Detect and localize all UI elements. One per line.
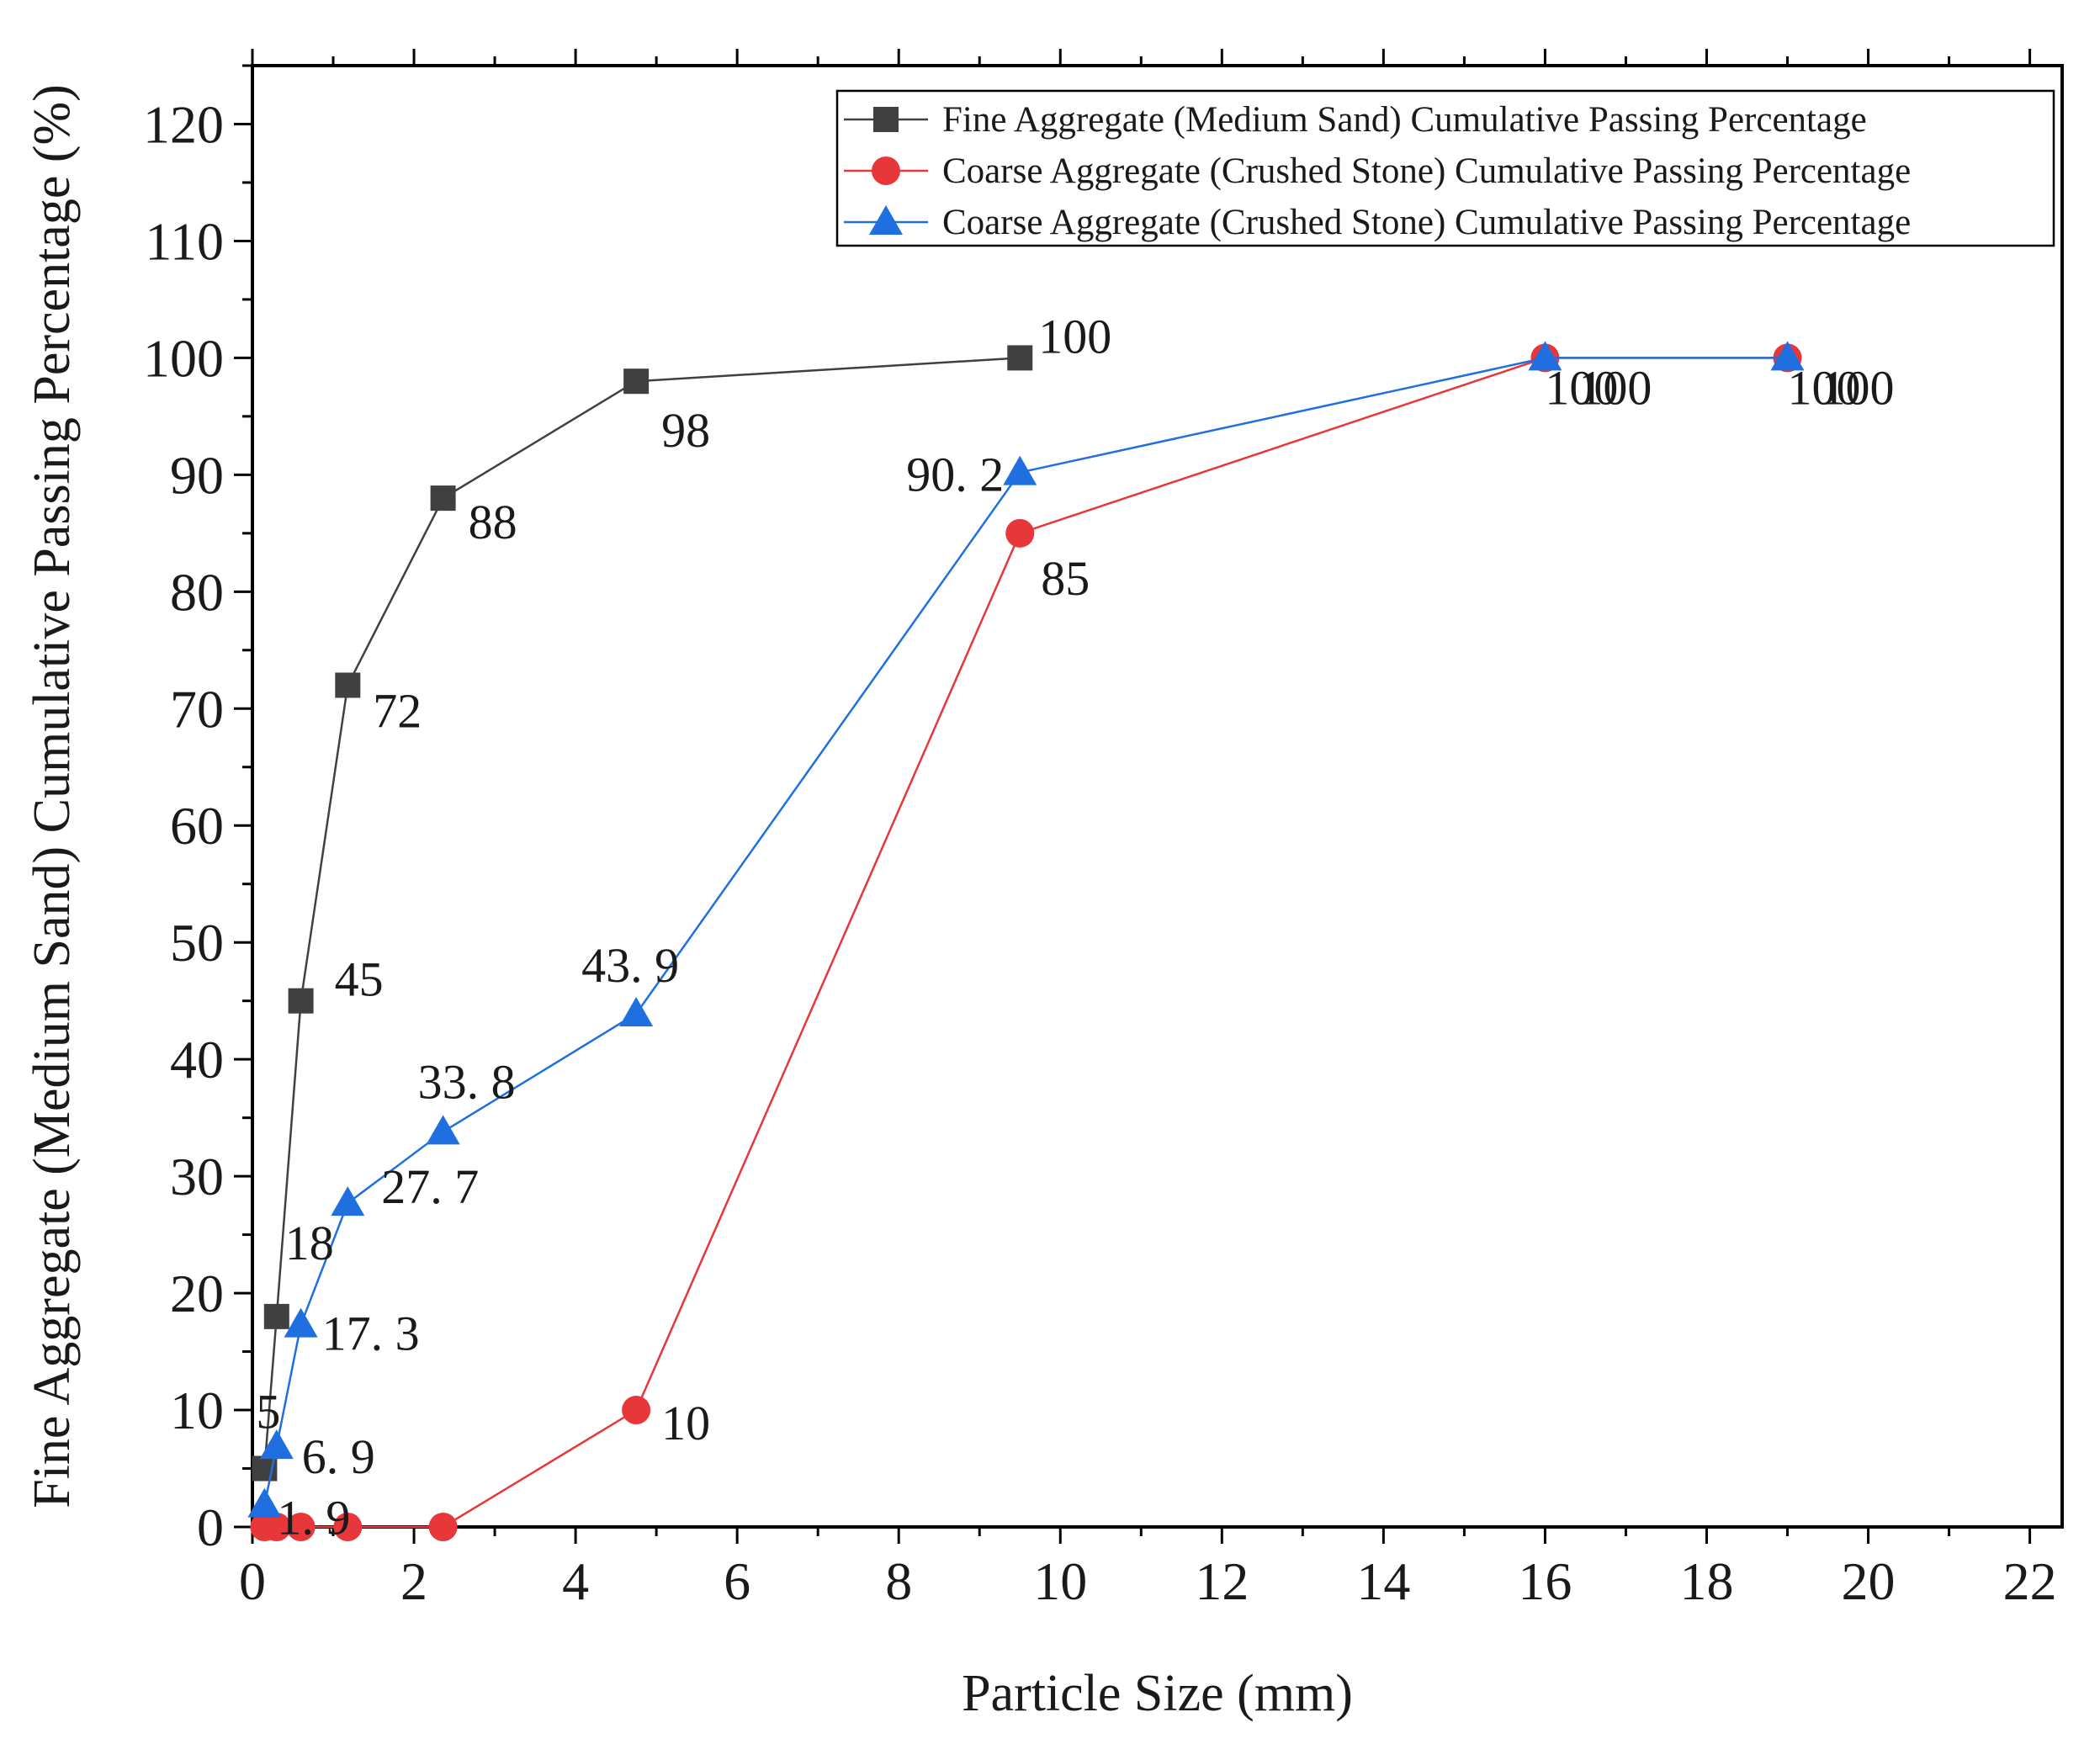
plot-frame bbox=[251, 64, 2064, 1529]
y-tick-label: 120 bbox=[143, 94, 224, 154]
legend-label: Fine Aggregate (Medium Sand) Cumulative … bbox=[942, 100, 1867, 140]
y-tick-label: 70 bbox=[170, 679, 224, 739]
data-point bbox=[259, 1429, 294, 1460]
legend: Fine Aggregate (Medium Sand) Cumulative … bbox=[835, 89, 2055, 247]
x-tick-label: 20 bbox=[1842, 1551, 1896, 1611]
legend-marker bbox=[869, 205, 903, 235]
data-label: 98 bbox=[661, 403, 710, 458]
data-label: 6. 9 bbox=[302, 1429, 375, 1484]
y-tick-label: 110 bbox=[145, 211, 224, 271]
data-point bbox=[430, 485, 456, 512]
x-tick-label: 10 bbox=[1033, 1551, 1087, 1611]
data-label: 5 bbox=[256, 1385, 280, 1439]
data-point bbox=[335, 672, 361, 698]
data-label: 18 bbox=[285, 1216, 334, 1270]
y-tick-label: 0 bbox=[197, 1498, 224, 1557]
data-point bbox=[286, 1513, 316, 1541]
data-label: 72 bbox=[373, 683, 422, 738]
data-point bbox=[623, 368, 650, 395]
data-label: 85 bbox=[1041, 551, 1090, 606]
data-point bbox=[426, 1115, 460, 1145]
data-point bbox=[288, 988, 314, 1014]
data-label: 100 bbox=[1545, 360, 1618, 415]
axes: 0 2 4 6 8 10 12 14 16 18 20 22 0 10 20 30 40 50 60 70 80 90 10… bbox=[143, 49, 2057, 1611]
data-point bbox=[622, 1396, 651, 1425]
data-label: 90. 2 bbox=[906, 448, 1004, 502]
data-label: 27. 7 bbox=[381, 1159, 479, 1214]
y-tick-label: 10 bbox=[170, 1381, 224, 1440]
series-3 bbox=[247, 341, 1805, 1518]
y-tick-label: 100 bbox=[143, 328, 224, 388]
x-tick-label: 12 bbox=[1195, 1551, 1249, 1611]
data-label: 100 bbox=[1822, 360, 1895, 415]
data-label: 88 bbox=[469, 495, 517, 549]
plot-area bbox=[251, 64, 2064, 1529]
data-point bbox=[1770, 341, 1805, 371]
legend-item: Fine Aggregate (Medium Sand) Cumulative … bbox=[844, 100, 1867, 140]
x-tick-label: 0 bbox=[239, 1551, 266, 1611]
data-label: 10 bbox=[661, 1396, 710, 1450]
data-label: 1. 9 bbox=[277, 1491, 350, 1545]
x-tick-label: 16 bbox=[1518, 1551, 1572, 1611]
legend-label: Coarse Aggregate (Crushed Stone) Cumulat… bbox=[942, 203, 1911, 242]
data-label: 100 bbox=[1788, 360, 1861, 415]
y-tick-label: 80 bbox=[170, 562, 224, 622]
data-point bbox=[1528, 341, 1562, 371]
legend-item: Coarse Aggregate (Crushed Stone) Cumulat… bbox=[844, 151, 1911, 191]
y-tick-label: 40 bbox=[170, 1030, 224, 1089]
data-label: 43. 9 bbox=[581, 938, 679, 993]
data-point bbox=[333, 1513, 363, 1541]
x-tick-label: 4 bbox=[562, 1551, 589, 1611]
data-point bbox=[247, 1487, 282, 1518]
data-point bbox=[263, 1303, 289, 1329]
y-tick-label: 30 bbox=[170, 1147, 224, 1206]
legend-item: Coarse Aggregate (Crushed Stone) Cumulat… bbox=[844, 203, 1911, 242]
data-point bbox=[262, 1513, 291, 1541]
data-point bbox=[284, 1307, 318, 1338]
series-1 bbox=[252, 345, 1033, 1482]
y-tick-label: 90 bbox=[170, 445, 224, 505]
x-tick-label: 6 bbox=[724, 1551, 750, 1611]
y-axis-title: Fine Aggregate (Medium Sand) Cumulative … bbox=[24, 84, 81, 1508]
data-label: 100 bbox=[1578, 360, 1652, 415]
x-tick-label: 2 bbox=[400, 1551, 427, 1611]
legend-marker bbox=[873, 107, 899, 132]
legend-label: Coarse Aggregate (Crushed Stone) Cumulat… bbox=[942, 151, 1911, 191]
series-layer bbox=[247, 341, 1805, 1541]
data-label: 33. 8 bbox=[418, 1054, 516, 1109]
legend-marker bbox=[872, 156, 900, 185]
x-tick-label: 18 bbox=[1679, 1551, 1733, 1611]
y-tick-label: 20 bbox=[170, 1264, 224, 1323]
x-tick-label: 22 bbox=[2003, 1551, 2057, 1611]
data-point bbox=[428, 1513, 458, 1541]
y-tick-label: 50 bbox=[170, 913, 224, 973]
x-tick-label: 8 bbox=[885, 1551, 912, 1611]
data-point bbox=[331, 1186, 365, 1217]
data-point bbox=[1005, 518, 1035, 548]
y-tick-label: 60 bbox=[170, 796, 224, 856]
data-point bbox=[1007, 345, 1033, 371]
data-point bbox=[619, 996, 654, 1026]
data-label: 17. 3 bbox=[322, 1307, 420, 1361]
series-line bbox=[263, 357, 1021, 1469]
x-axis-title: Particle Size (mm) bbox=[962, 1665, 1353, 1722]
data-label: 100 bbox=[1038, 309, 1111, 363]
legend-box bbox=[835, 89, 2055, 247]
x-tick-label: 14 bbox=[1356, 1551, 1410, 1611]
data-point bbox=[1003, 455, 1037, 485]
data-label: 45 bbox=[335, 952, 384, 1007]
